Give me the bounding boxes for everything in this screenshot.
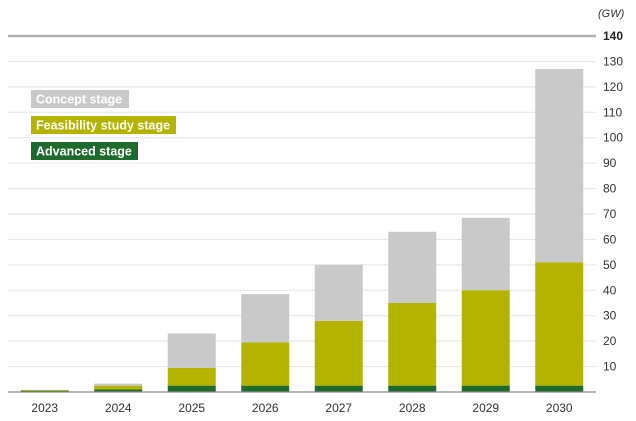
y-tick-label: 130 [603,54,623,68]
y-tick-label: 100 [603,131,623,145]
y-tick-label: 20 [603,334,617,348]
bar-segment [388,231,437,303]
x-tick-label: 2030 [546,401,573,415]
y-tick-label: 30 [603,309,617,323]
bar-segment [535,262,584,386]
y-tick-label: 80 [603,182,617,196]
bar-segment [388,385,437,392]
y-tick-label: 70 [603,207,617,221]
bar-segment [314,264,363,321]
unit-label: (GW) [598,8,625,20]
y-tick-label: 10 [603,360,617,374]
y-tick-label: 60 [603,232,617,246]
y-tick-label: 110 [603,105,622,119]
x-tick-label: 2024 [105,401,132,415]
y-tick-label: 50 [603,258,617,272]
legend-swatch [31,90,129,108]
bars [20,69,584,392]
x-tick-label: 2025 [178,401,205,415]
bar-segment [241,294,290,343]
bar-segment [20,390,69,392]
gridlines [8,34,596,368]
bar-segment [314,320,363,386]
x-tick-label: 2029 [472,401,499,415]
legend-label: Advanced stage [36,145,132,159]
bar-segment [535,69,584,263]
bar-segment [94,383,143,386]
x-tick-label: 2028 [399,401,426,415]
bar-segment [535,385,584,392]
bar-segment [167,367,216,386]
y-tick-label: 120 [603,80,623,94]
x-tick-label: 2026 [252,401,279,415]
bar-segment [167,333,216,368]
legend-swatch [31,142,138,160]
bar-segment [461,290,510,386]
legend-swatch [31,116,176,134]
y-axis: 10 20 30 40 50 60 70 80 90 100 110 120 130 140 [603,29,623,374]
y-tick-label: 90 [603,156,617,170]
x-tick-label: 2023 [31,401,58,415]
x-tick-label: 2027 [325,401,352,415]
bar-segment [94,385,143,390]
bar-segment [314,385,363,392]
x-axis: 2023 2024 2025 2026 2027 2028 2029 2030 [8,391,596,415]
bar-segment [461,217,510,291]
y-tick-label: 40 [603,283,617,297]
bar-segment [388,303,437,386]
legend-label: Feasibility study stage [36,119,170,133]
legend-label: Concept stage [36,93,122,107]
bar-segment [241,385,290,392]
legend: Concept stage Feasibility study stage Adva… [31,90,176,160]
y-tick-label: 140 [603,29,623,43]
bar-segment [241,342,290,386]
bar-segment [20,389,69,391]
bar-segment [94,389,143,392]
bar-segment [461,385,510,392]
bar-segment [167,385,216,392]
